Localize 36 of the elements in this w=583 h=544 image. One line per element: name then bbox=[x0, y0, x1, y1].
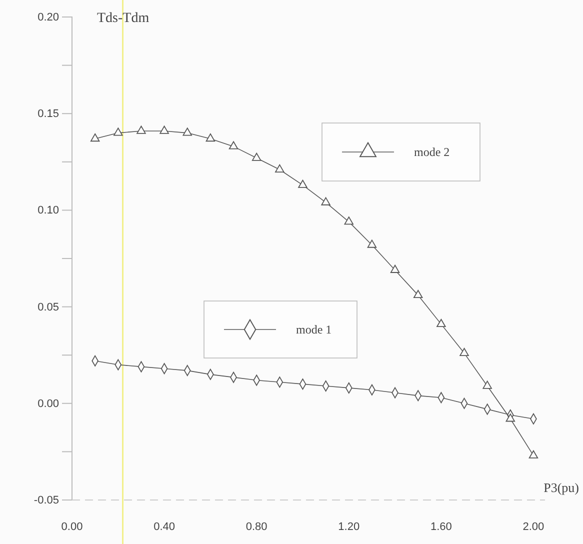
point bbox=[252, 152, 262, 161]
point bbox=[275, 164, 284, 172]
x-tick-label: 1.20 bbox=[338, 520, 360, 533]
point bbox=[228, 141, 238, 150]
point bbox=[321, 197, 330, 206]
legend-label: mode 2 bbox=[414, 145, 450, 159]
legend-label: mode 1 bbox=[296, 322, 332, 336]
y-tick-label: 0.10 bbox=[38, 204, 59, 217]
point bbox=[506, 414, 515, 422]
x-tick-label: 1.60 bbox=[430, 520, 452, 533]
y-tick-label: 0.00 bbox=[38, 398, 59, 410]
point bbox=[344, 216, 354, 225]
y-tick-label: 0.20 bbox=[38, 12, 59, 24]
legend: mode 2 bbox=[322, 122, 480, 182]
x-tick-label: 0.80 bbox=[246, 520, 268, 533]
point bbox=[90, 133, 100, 142]
point bbox=[436, 318, 446, 328]
point bbox=[160, 126, 169, 134]
point bbox=[182, 128, 192, 136]
point bbox=[390, 264, 400, 273]
point bbox=[136, 126, 146, 134]
x-axis-title: P3(pu) bbox=[544, 480, 579, 495]
y-tick-label: 0.05 bbox=[38, 301, 59, 314]
x-tick-label: 2.00 bbox=[522, 520, 544, 533]
point bbox=[367, 240, 377, 248]
point bbox=[413, 290, 423, 298]
x-tick-label: 0.40 bbox=[154, 520, 176, 533]
point bbox=[114, 128, 123, 136]
point bbox=[482, 380, 492, 389]
point bbox=[206, 133, 216, 142]
y-tick-label: 0.15 bbox=[38, 108, 59, 120]
x-tick-label: 0.00 bbox=[61, 520, 83, 533]
point bbox=[460, 348, 469, 356]
point bbox=[298, 180, 308, 188]
point bbox=[528, 450, 538, 458]
y-tick-label: -0.05 bbox=[34, 494, 59, 507]
